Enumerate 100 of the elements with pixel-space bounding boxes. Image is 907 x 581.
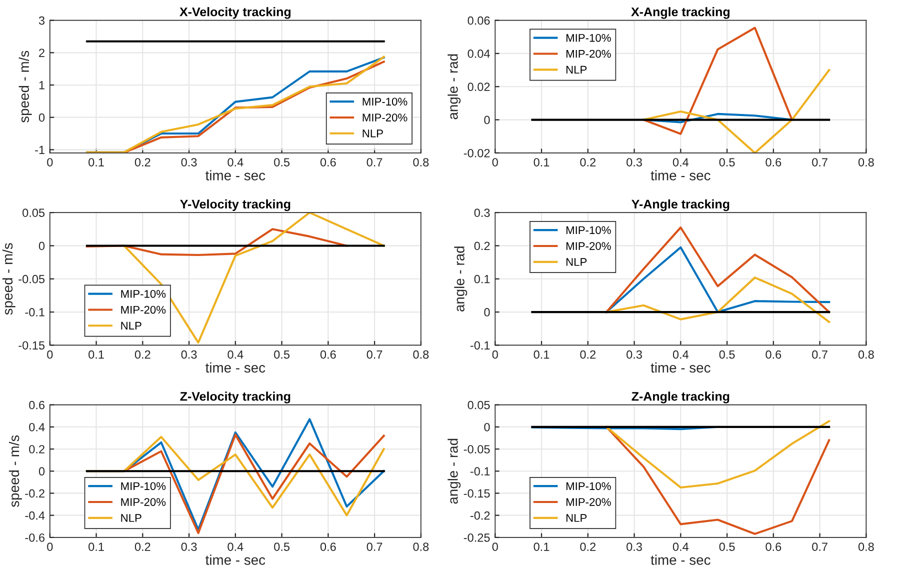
y-axis-title: speed - m/s (8, 435, 22, 508)
x-tick-label: 0.6 (320, 350, 336, 359)
y-tick-label: -1 (35, 146, 44, 154)
y-tick-label: -0.02 (464, 148, 490, 158)
x-tick-label: 0.1 (534, 542, 550, 551)
legend-label: MIP-20% (362, 114, 408, 122)
chart-title: Z-Velocity tracking (180, 392, 290, 404)
x-tick-label: 0.7 (366, 542, 382, 551)
x-tick-label: 0.8 (413, 158, 429, 166)
y-tick-label: -0.25 (464, 533, 490, 542)
x-tick-label: 0 (492, 542, 498, 551)
line-series (123, 212, 385, 344)
x-tick-label: 0.5 (719, 350, 735, 359)
y-axis-title: angle - rad (448, 54, 461, 120)
legend-label: MIP-20% (566, 242, 611, 250)
y-tick-label: -0.15 (18, 341, 45, 350)
x-axis-title: time - sec (206, 362, 266, 373)
y-axis-title: angle - rad (454, 246, 468, 312)
x-tick-label: 0.4 (672, 542, 689, 551)
y-tick-label: -0.1 (470, 341, 490, 350)
x-tick-label: 0.8 (858, 542, 874, 551)
x-tick-label: 0.1 (88, 158, 104, 166)
y-tick-label: -0.6 (25, 533, 45, 542)
legend-label: NLP (566, 258, 587, 266)
legend-label: NLP (566, 514, 587, 522)
y-tick-label: 3 (38, 16, 45, 25)
legend-label: MIP-20% (121, 498, 166, 506)
x-tick-label: 0.8 (413, 542, 429, 551)
legend-label: MIP-10% (121, 482, 166, 490)
x-tick-label: 0.6 (766, 350, 782, 359)
x-tick-label: 0.4 (228, 542, 244, 551)
y-axis-title: angle - rad (448, 438, 461, 504)
legend-label: MIP-20% (121, 306, 166, 314)
y-axis-title: speed - m/s (2, 243, 16, 315)
x-tick-label: 0.8 (413, 350, 429, 359)
chart-title: Y-Angle tracking (632, 199, 730, 212)
x-tick-label: 0.2 (580, 158, 596, 166)
x-tick-label: 0 (492, 158, 498, 166)
y-tick-label: 0 (484, 116, 490, 124)
x-tick-label: 0 (47, 350, 53, 359)
x-tick-label: 0.2 (580, 542, 596, 551)
y-tick-label: 0.04 (468, 50, 490, 58)
y-tick-label: 0 (484, 422, 490, 432)
x-tick-label: 0.4 (672, 350, 689, 359)
x-tick-label: 0.1 (88, 542, 104, 551)
x-tick-label: 0.5 (274, 542, 290, 551)
x-tick-label: 0.5 (719, 158, 735, 166)
y-tick-label: 0.05 (468, 400, 490, 410)
y-tick-label: -0.05 (18, 274, 45, 284)
y-tick-label: 0.3 (474, 208, 490, 217)
y-tick-label: 0.2 (29, 445, 44, 454)
y-tick-label: 0.02 (468, 82, 490, 92)
x-tick-label: 0.1 (534, 158, 550, 166)
x-tick-label: 0.6 (766, 542, 782, 551)
x-tick-label: 0.6 (320, 158, 336, 166)
y-tick-label: -0.15 (464, 489, 490, 498)
y-axis-title: speed - m/s (18, 50, 32, 123)
x-tick-label: 0.3 (181, 350, 197, 359)
line-series (642, 26, 794, 135)
legend-label: MIP-10% (566, 34, 611, 42)
y-tick-label: 2 (39, 48, 44, 57)
x-tick-label: 0.3 (181, 542, 197, 551)
legend-label: NLP (121, 514, 142, 522)
legend-label: MIP-10% (121, 290, 166, 298)
legend-label: NLP (121, 322, 142, 330)
x-tick-label: 0.4 (228, 158, 244, 166)
x-tick-label: 0.2 (134, 542, 150, 551)
x-axis-title: time - sec (650, 170, 710, 180)
x-tick-label: 0.3 (626, 542, 642, 551)
x-tick-label: 0.6 (766, 158, 782, 166)
y-tick-label: 0 (38, 242, 45, 250)
legend-label: MIP-20% (566, 498, 611, 506)
y-tick-label: 0.6 (29, 400, 45, 410)
y-tick-label: 0.1 (474, 274, 490, 284)
x-tick-label: 0.7 (366, 158, 382, 166)
x-tick-label: 0.1 (534, 350, 550, 359)
x-tick-label: 0.7 (812, 158, 828, 166)
x-tick-label: 0.2 (134, 350, 150, 359)
legend-label: MIP-10% (362, 98, 408, 106)
x-axis-title: time - sec (650, 362, 710, 373)
legend-label: MIP-10% (566, 482, 611, 490)
x-tick-label: 0.7 (812, 350, 828, 359)
y-tick-label: -0.2 (25, 489, 44, 498)
x-tick-label: 0.8 (858, 158, 874, 166)
chart-title: X-Velocity tracking (180, 7, 290, 19)
x-tick-label: 0.3 (626, 158, 642, 166)
y-tick-label: 1 (39, 81, 44, 90)
x-tick-label: 0.4 (672, 158, 689, 166)
y-tick-label: -0.1 (25, 308, 44, 316)
x-tick-label: 0.7 (812, 542, 828, 551)
line-series (605, 276, 830, 324)
chart-title: Z-Angle tracking (632, 392, 730, 404)
x-tick-label: 0.3 (626, 350, 642, 359)
y-tick-label: 0.05 (22, 208, 45, 217)
line-series (86, 228, 348, 256)
x-axis-title: time - sec (650, 554, 710, 565)
x-tick-label: 0.8 (858, 350, 874, 359)
y-tick-label: 0.06 (468, 16, 490, 25)
y-tick-label: 0.4 (29, 422, 45, 432)
x-tick-label: 0 (47, 542, 53, 551)
